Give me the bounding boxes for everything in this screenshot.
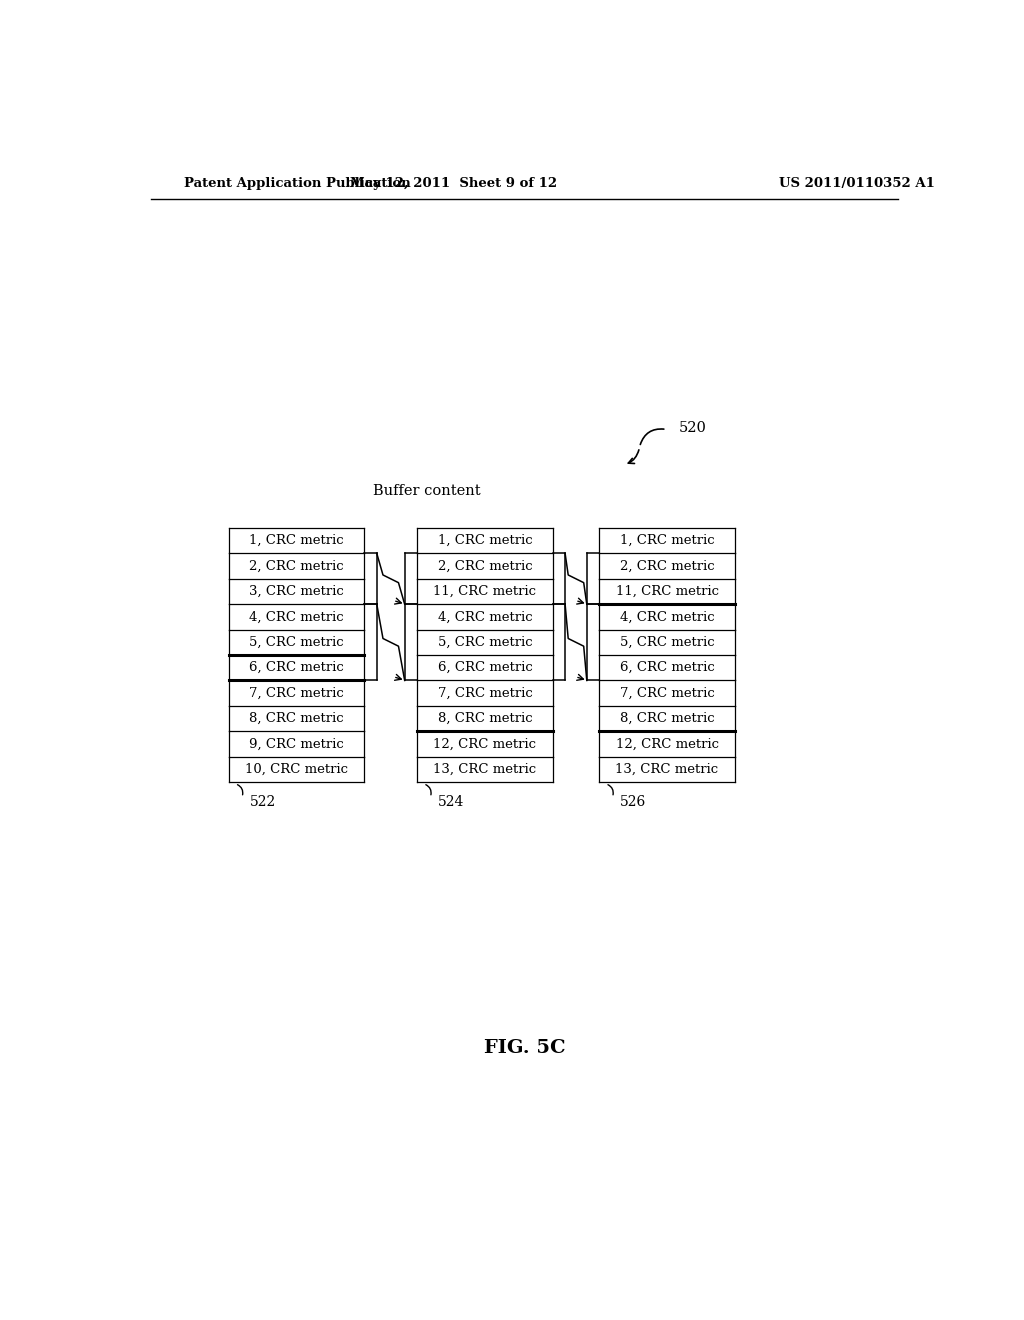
Text: FIG. 5C: FIG. 5C bbox=[484, 1039, 565, 1057]
Text: 5, CRC metric: 5, CRC metric bbox=[620, 636, 715, 649]
Text: 8, CRC metric: 8, CRC metric bbox=[437, 711, 532, 725]
Text: 6, CRC metric: 6, CRC metric bbox=[249, 661, 344, 675]
Text: 6, CRC metric: 6, CRC metric bbox=[437, 661, 532, 675]
Text: 526: 526 bbox=[621, 795, 646, 809]
Text: Patent Application Publication: Patent Application Publication bbox=[183, 177, 411, 190]
Text: 2, CRC metric: 2, CRC metric bbox=[620, 560, 715, 573]
Text: 10, CRC metric: 10, CRC metric bbox=[245, 763, 348, 776]
Text: 2, CRC metric: 2, CRC metric bbox=[437, 560, 532, 573]
Text: 8, CRC metric: 8, CRC metric bbox=[249, 711, 344, 725]
Text: 11, CRC metric: 11, CRC metric bbox=[433, 585, 537, 598]
Text: 524: 524 bbox=[438, 795, 464, 809]
Text: 13, CRC metric: 13, CRC metric bbox=[433, 763, 537, 776]
Text: 5, CRC metric: 5, CRC metric bbox=[437, 636, 532, 649]
Text: 4, CRC metric: 4, CRC metric bbox=[437, 610, 532, 623]
Text: 5, CRC metric: 5, CRC metric bbox=[249, 636, 344, 649]
Text: 1, CRC metric: 1, CRC metric bbox=[249, 535, 344, 548]
Text: 522: 522 bbox=[250, 795, 275, 809]
Text: 1, CRC metric: 1, CRC metric bbox=[437, 535, 532, 548]
Text: 6, CRC metric: 6, CRC metric bbox=[620, 661, 715, 675]
Text: 1, CRC metric: 1, CRC metric bbox=[620, 535, 715, 548]
Text: 12, CRC metric: 12, CRC metric bbox=[433, 738, 537, 751]
Text: 8, CRC metric: 8, CRC metric bbox=[620, 711, 715, 725]
Text: 7, CRC metric: 7, CRC metric bbox=[620, 686, 715, 700]
Text: 13, CRC metric: 13, CRC metric bbox=[615, 763, 719, 776]
Text: 2, CRC metric: 2, CRC metric bbox=[249, 560, 344, 573]
Text: 4, CRC metric: 4, CRC metric bbox=[620, 610, 715, 623]
Text: 9, CRC metric: 9, CRC metric bbox=[249, 738, 344, 751]
Text: US 2011/0110352 A1: US 2011/0110352 A1 bbox=[779, 177, 935, 190]
Text: 520: 520 bbox=[678, 421, 707, 434]
Text: May 12, 2011  Sheet 9 of 12: May 12, 2011 Sheet 9 of 12 bbox=[350, 177, 557, 190]
Text: 3, CRC metric: 3, CRC metric bbox=[249, 585, 344, 598]
Text: 12, CRC metric: 12, CRC metric bbox=[615, 738, 719, 751]
Text: Buffer content: Buffer content bbox=[373, 484, 480, 498]
Text: 11, CRC metric: 11, CRC metric bbox=[615, 585, 719, 598]
Text: 7, CRC metric: 7, CRC metric bbox=[437, 686, 532, 700]
Text: 4, CRC metric: 4, CRC metric bbox=[249, 610, 344, 623]
Text: 7, CRC metric: 7, CRC metric bbox=[249, 686, 344, 700]
